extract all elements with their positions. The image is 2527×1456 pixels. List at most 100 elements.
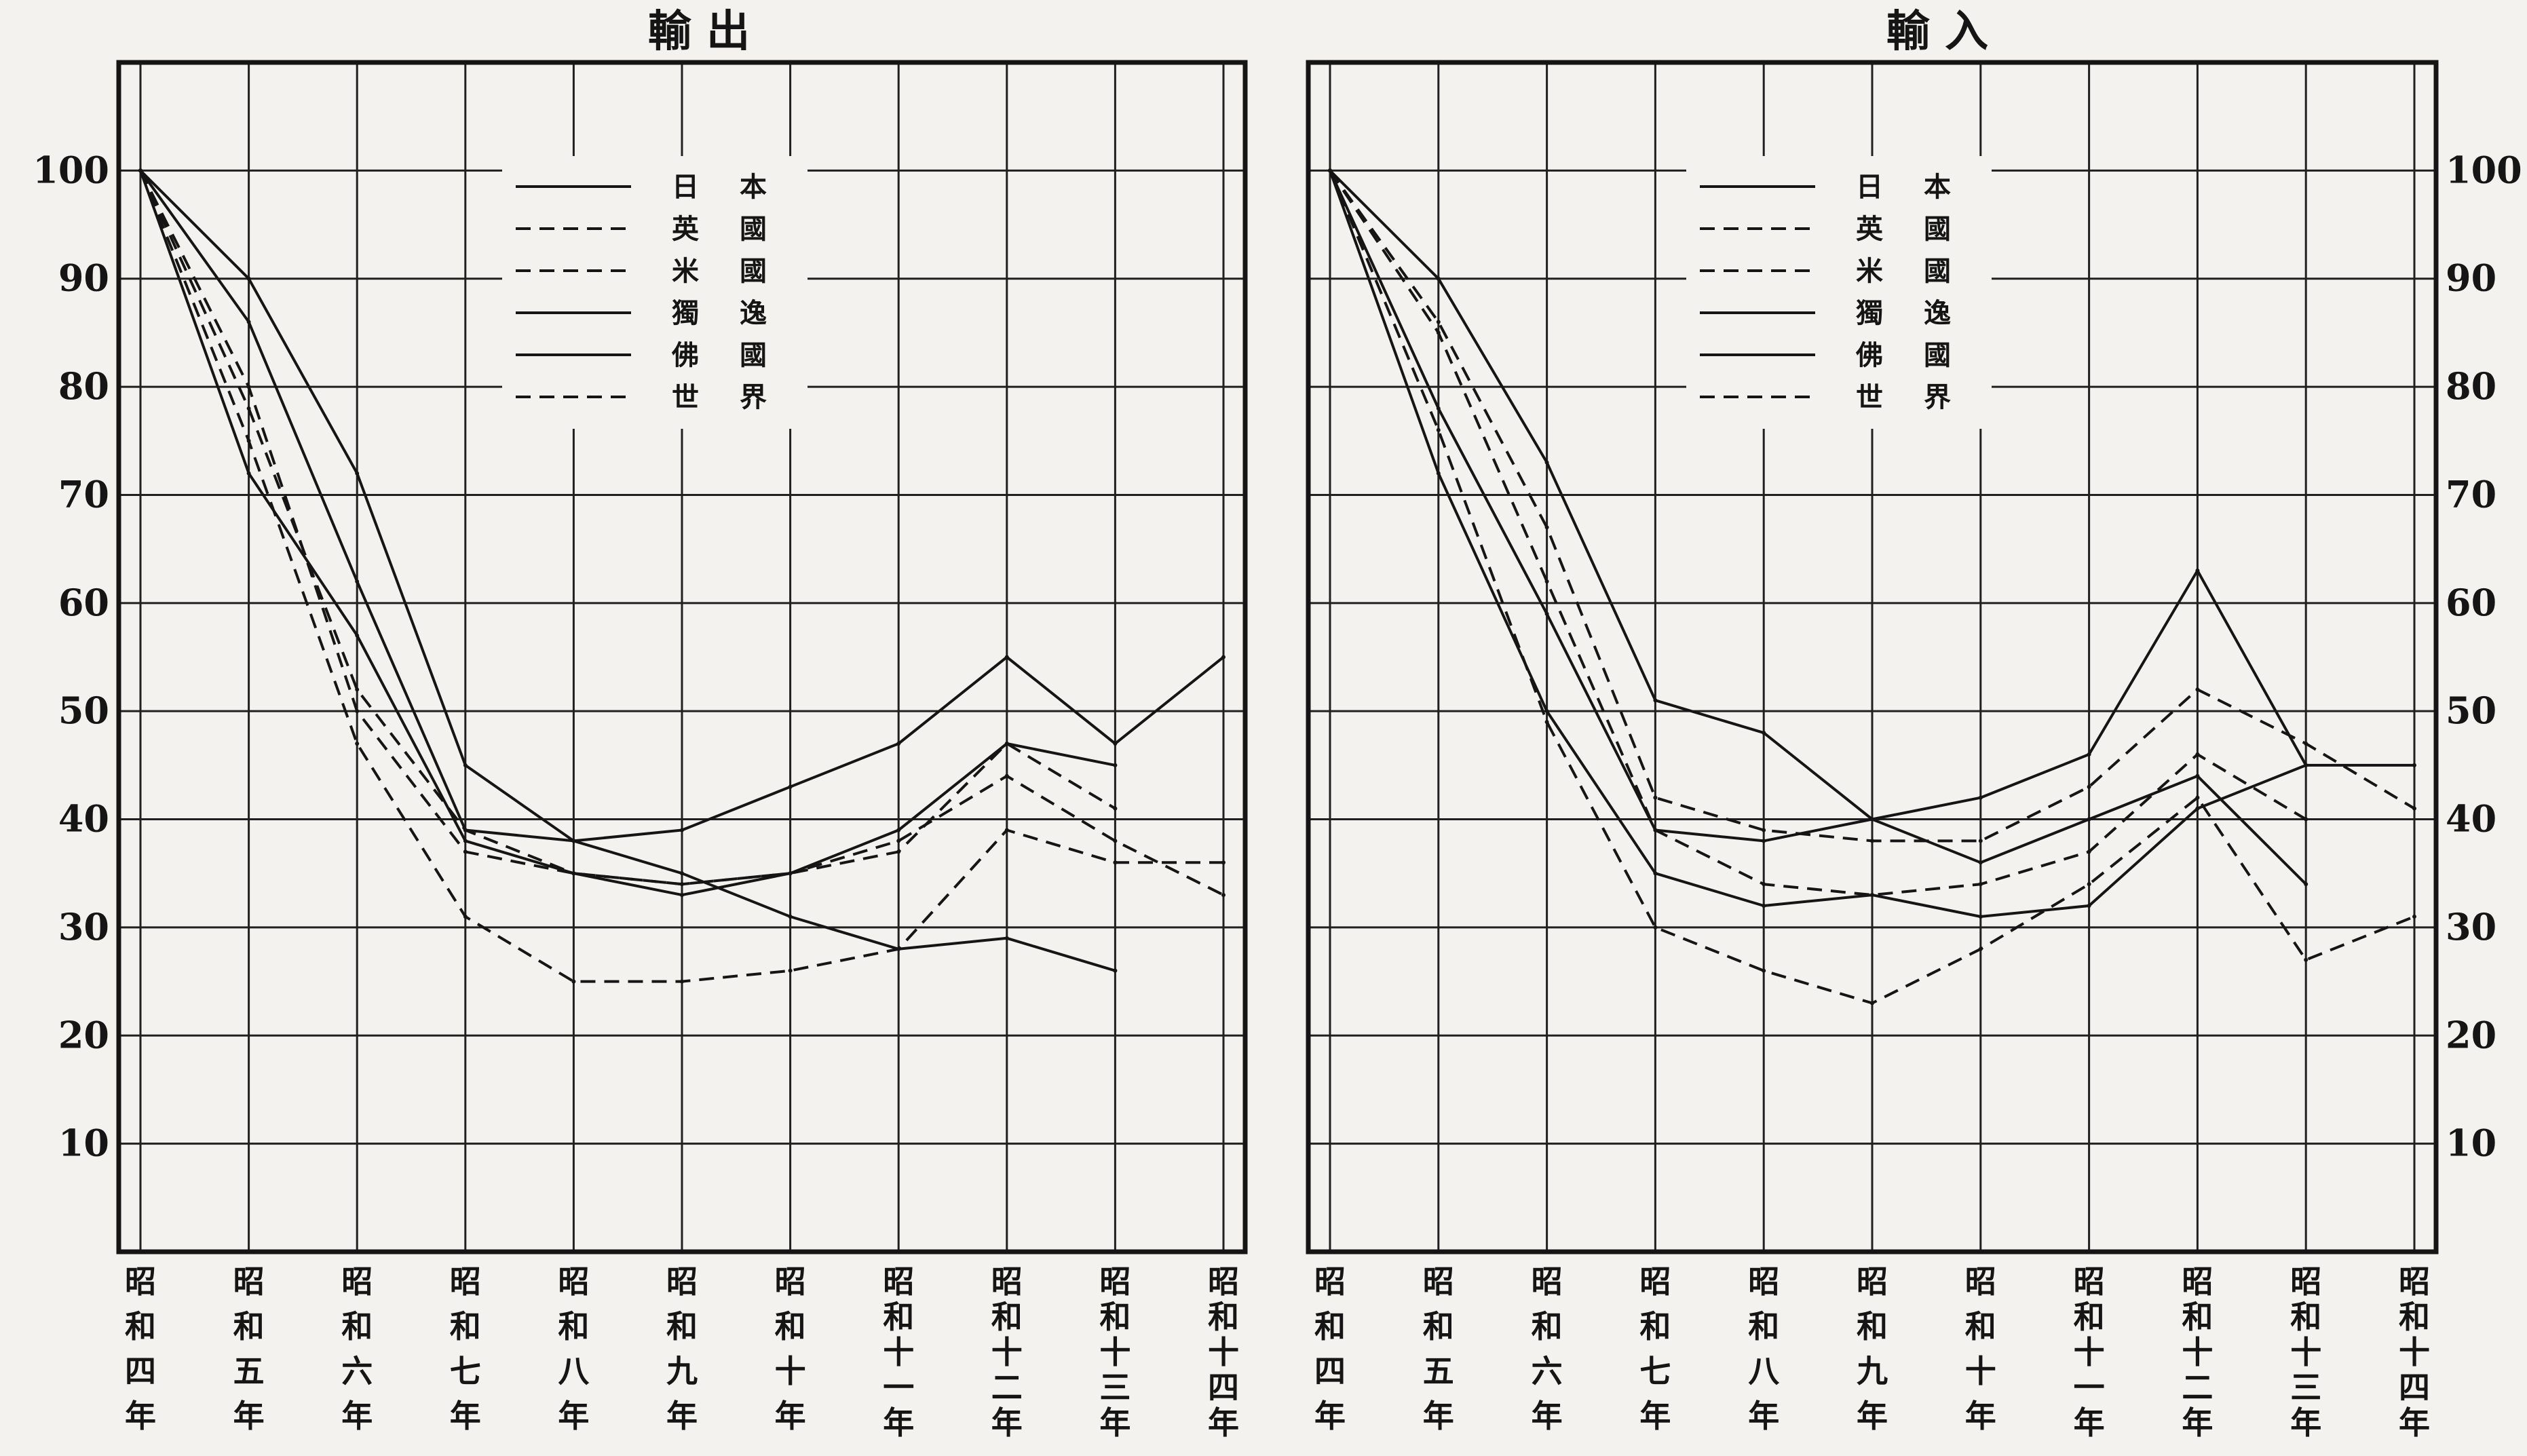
data-point — [2087, 904, 2091, 908]
data-point — [571, 871, 576, 876]
data-point — [1113, 968, 1118, 973]
data-point — [355, 471, 360, 476]
legend-label: 獨逸 — [1856, 297, 1951, 329]
x-tick-label: 昭和十二年 — [991, 1263, 1023, 1441]
legend-background — [502, 156, 808, 429]
data-point — [788, 871, 793, 876]
chart-title: 輸 出 — [648, 6, 750, 57]
x-tick-label: 昭和八年 — [1748, 1263, 1780, 1434]
data-point — [1653, 795, 1658, 800]
legend-label: 世界 — [672, 381, 767, 413]
data-point — [355, 633, 360, 638]
x-tick-label: 昭和五年 — [1423, 1263, 1454, 1434]
x-tick-label: 昭和十四年 — [2399, 1263, 2430, 1441]
data-point — [1762, 731, 1766, 735]
data-point — [1762, 839, 1766, 843]
data-point — [355, 687, 360, 692]
data-point — [1544, 525, 1549, 530]
x-tick-label: 昭和五年 — [233, 1263, 265, 1434]
data-point — [355, 579, 360, 583]
data-point — [2412, 763, 2416, 767]
data-point — [1653, 698, 1658, 703]
data-point — [2195, 795, 2200, 800]
x-tick-label: 昭和七年 — [450, 1263, 481, 1434]
legend-background — [1686, 156, 1992, 429]
data-point — [1221, 655, 1226, 659]
data-point — [1544, 720, 1549, 725]
data-point — [1221, 860, 1226, 865]
data-point — [680, 882, 684, 887]
plot-frame — [116, 60, 1248, 1254]
legend-label: 佛國 — [671, 339, 767, 371]
export-chart-panel: 輸 出 100 90 80 70 60 50 40 30 20 10 昭和四年 昭和五年 昭和六年 昭和七… — [33, 6, 1248, 1441]
data-point — [1653, 828, 1658, 832]
data-point — [1870, 817, 1874, 822]
data-point — [571, 839, 576, 843]
x-tick-label: 昭和十一年 — [883, 1263, 914, 1441]
data-point — [2087, 849, 2091, 854]
data-point — [246, 471, 251, 476]
legend-label: 米國 — [1856, 255, 1951, 287]
data-point — [2412, 806, 2416, 811]
series-line — [1329, 170, 2306, 918]
data-point — [788, 784, 793, 789]
y-tick-label: 60 — [58, 581, 109, 624]
data-point — [896, 741, 901, 746]
data-point — [355, 741, 360, 746]
data-point — [2087, 882, 2091, 887]
x-tick-label: 昭和十年 — [1965, 1263, 1996, 1434]
data-point — [896, 946, 901, 951]
data-point — [1113, 806, 1118, 811]
series-line — [1329, 170, 2307, 897]
y-tick-label: 70 — [58, 472, 109, 516]
data-point — [1653, 925, 1658, 930]
legend-label: 米國 — [672, 255, 767, 287]
y-tick-label: 20 — [58, 1013, 109, 1056]
data-point — [1978, 914, 1983, 919]
x-tick-label: 昭和十一年 — [2074, 1263, 2105, 1441]
data-point — [2195, 806, 2200, 811]
data-point — [1436, 330, 1441, 335]
y-tick-label: 10 — [58, 1122, 109, 1165]
data-point — [1004, 741, 1009, 746]
data-point — [2304, 882, 2308, 887]
data-point — [246, 438, 251, 443]
data-point — [355, 709, 360, 714]
data-point — [1113, 763, 1118, 767]
data-point — [1978, 860, 1983, 865]
data-point — [2304, 741, 2308, 746]
data-point — [896, 839, 901, 843]
x-tick-label: 昭和九年 — [1857, 1263, 1888, 1434]
data-point — [2087, 752, 2091, 756]
data-point — [463, 849, 468, 854]
x-tick-label: 昭和四年 — [125, 1263, 156, 1434]
data-point — [2304, 763, 2308, 767]
data-point — [246, 406, 251, 410]
data-point — [680, 893, 684, 898]
import-chart-panel: 輸 入 100 90 80 70 60 50 40 30 20 10 昭和四年 昭和五年 昭和六年 昭和七… — [1306, 6, 2522, 1441]
data-point — [246, 320, 251, 324]
plot-frame — [1306, 60, 2439, 1254]
y-tick-label: 100 — [2446, 148, 2522, 191]
data-point — [1436, 406, 1441, 410]
legend-label: 佛國 — [1855, 339, 1951, 371]
y-tick-label: 40 — [2446, 797, 2496, 841]
x-tick-label: 昭和六年 — [1532, 1263, 1563, 1434]
x-tick-label: 昭和四年 — [1314, 1263, 1346, 1434]
data-point — [1978, 795, 1983, 800]
chart-title: 輸 入 — [1886, 6, 1988, 57]
data-point — [2195, 569, 2200, 573]
data-point — [1544, 611, 1549, 616]
x-tick-label: 昭和九年 — [666, 1263, 698, 1434]
data-point — [463, 839, 468, 843]
legend-label: 日本 — [672, 171, 767, 203]
data-point — [1004, 655, 1009, 659]
data-point — [2087, 784, 2091, 789]
data-point — [680, 828, 684, 832]
data-point — [1004, 936, 1009, 940]
y-tick-label: 40 — [58, 797, 109, 841]
data-point — [1870, 893, 1874, 898]
x-tick-label: 昭和六年 — [341, 1263, 373, 1434]
y-tick-label: 70 — [2446, 472, 2496, 516]
